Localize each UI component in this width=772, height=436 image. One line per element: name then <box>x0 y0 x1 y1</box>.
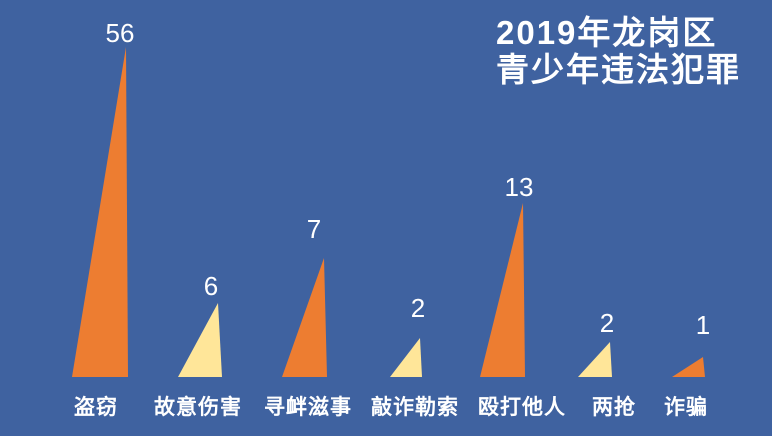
value-label-6: 1 <box>695 310 711 340</box>
bar-triangle-6 <box>672 357 705 377</box>
category-label-2: 寻衅滋事 <box>264 396 352 419</box>
category-label-0: 盗窃 <box>74 396 118 419</box>
bar-triangle-5 <box>578 342 612 377</box>
bar-triangle-1 <box>178 303 222 377</box>
category-label-5: 两抢 <box>592 396 636 419</box>
chart-title-line1: 2019年龙岗区 <box>496 14 718 51</box>
chart-title-line2: 青少年违法犯罪 <box>496 51 741 88</box>
category-label-4: 殴打他人 <box>478 396 566 419</box>
bar-triangle-4 <box>480 203 525 377</box>
value-label-1: 6 <box>203 271 219 301</box>
bar-triangle-0 <box>72 47 128 377</box>
bar-triangle-3 <box>390 338 422 377</box>
category-label-6: 诈骗 <box>664 396 708 419</box>
chart-title: 2019年龙岗区 青少年违法犯罪 <box>496 14 741 88</box>
value-label-0: 56 <box>105 18 135 48</box>
value-label-2: 7 <box>306 214 322 244</box>
value-label-4: 13 <box>504 172 534 202</box>
category-label-1: 故意伤害 <box>154 396 242 419</box>
value-label-3: 2 <box>410 293 426 323</box>
category-label-3: 敲诈勒索 <box>371 396 459 419</box>
bar-triangle-2 <box>282 258 327 377</box>
value-label-5: 2 <box>599 308 615 338</box>
